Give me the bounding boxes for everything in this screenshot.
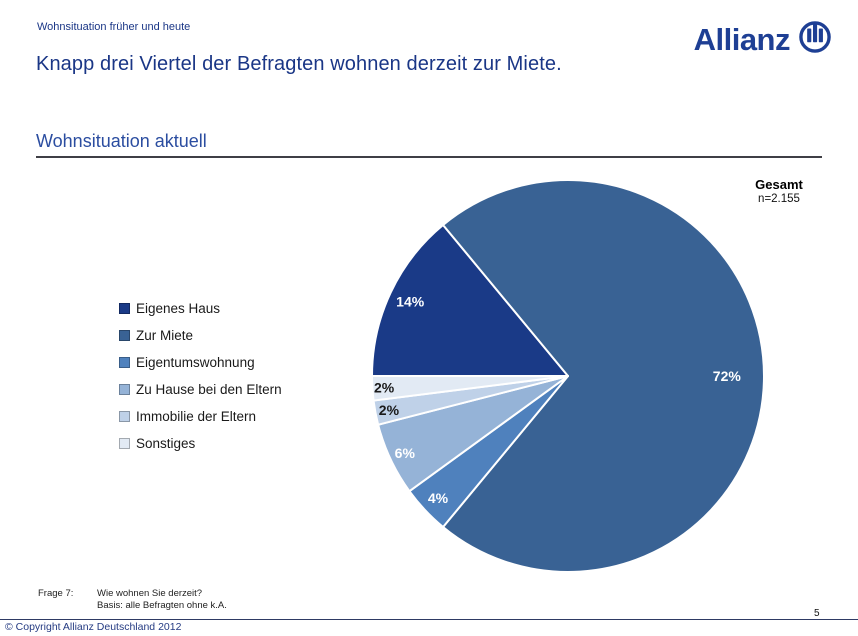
legend-item-eigentumswohnung[interactable]: Eigentumswohnung bbox=[119, 349, 282, 376]
pie-slice-eigenes-haus[interactable] bbox=[371, 223, 569, 377]
pie-slice-sonstiges[interactable] bbox=[371, 375, 569, 402]
legend-item-zur-miete[interactable]: Zur Miete bbox=[119, 322, 282, 349]
legend-item-eigenes-haus[interactable]: Eigenes Haus bbox=[119, 295, 282, 322]
legend-marker-icon bbox=[119, 303, 130, 314]
pie-value-label-immobilie-der-eltern: 2% bbox=[379, 402, 400, 418]
pie-value-label-sonstiges: 2% bbox=[374, 380, 395, 396]
legend-label: Eigenes Haus bbox=[136, 301, 221, 316]
page-number: 5 bbox=[814, 608, 820, 619]
footer-divider bbox=[0, 619, 858, 620]
legend-marker-icon bbox=[119, 357, 130, 368]
allianz-logo-text: Allianz bbox=[693, 22, 791, 57]
copyright-text: © Copyright Allianz Deutschland 2012 bbox=[5, 621, 182, 633]
pie-value-label-zu-hause-bei-den-eltern: 6% bbox=[395, 445, 416, 461]
legend-label: Eigentumswohnung bbox=[136, 355, 255, 370]
pie-slice-zur-miete[interactable] bbox=[442, 179, 765, 573]
legend-label: Immobilie der Eltern bbox=[136, 409, 257, 424]
legend-marker-icon bbox=[119, 330, 130, 341]
section-title: Wohnsituation aktuell bbox=[36, 131, 207, 151]
legend-item-sonstiges[interactable]: Sonstiges bbox=[119, 430, 282, 457]
legend-label: Zur Miete bbox=[136, 328, 194, 343]
chart-sample-size: n=2.155 bbox=[758, 193, 800, 205]
legend-marker-icon bbox=[119, 411, 130, 422]
pie-value-label-zur-miete: 72% bbox=[713, 368, 742, 384]
legend-label: Zu Hause bei den Eltern bbox=[136, 382, 282, 397]
page-title: Knapp drei Viertel der Befragten wohnen … bbox=[36, 53, 562, 75]
footnote-question-label: Frage 7: bbox=[38, 588, 74, 599]
legend-label: Sonstiges bbox=[136, 436, 196, 451]
legend: Eigenes Haus Zur Miete Eigentumswohnung Zu … bbox=[119, 295, 282, 457]
legend-item-zu-hause-bei-den-eltern[interactable]: Zu Hause bei den Eltern bbox=[119, 376, 282, 403]
allianz-emblem-icon bbox=[797, 19, 833, 60]
section-divider bbox=[36, 156, 822, 158]
footnote-question-text: Wie wohnen Sie derzeit? bbox=[97, 588, 203, 599]
pie-chart: 14% 72% 4% 6% 2% 2% bbox=[371, 179, 765, 573]
legend-marker-icon bbox=[119, 438, 130, 449]
breadcrumb-topic: Wohnsituation früher und heute bbox=[37, 21, 191, 33]
allianz-logo: Allianz bbox=[694, 19, 833, 60]
chart-group-header: Gesamt n=2.155 bbox=[733, 177, 825, 205]
pie-value-label-eigentumswohnung: 4% bbox=[428, 490, 449, 506]
legend-marker-icon bbox=[119, 384, 130, 395]
chart-group-title: Gesamt bbox=[755, 177, 803, 192]
pie-value-label-eigenes-haus: 14% bbox=[396, 294, 425, 310]
pie-chart-container: 14% 72% 4% 6% 2% 2% bbox=[368, 176, 768, 576]
footnote-basis-text: Basis: alle Befragten ohne k.A. bbox=[97, 600, 227, 611]
footnote: Frage 7: Wie wohnen Sie derzeit? Basis: … bbox=[38, 588, 227, 612]
legend-item-immobilie-der-eltern[interactable]: Immobilie der Eltern bbox=[119, 403, 282, 430]
